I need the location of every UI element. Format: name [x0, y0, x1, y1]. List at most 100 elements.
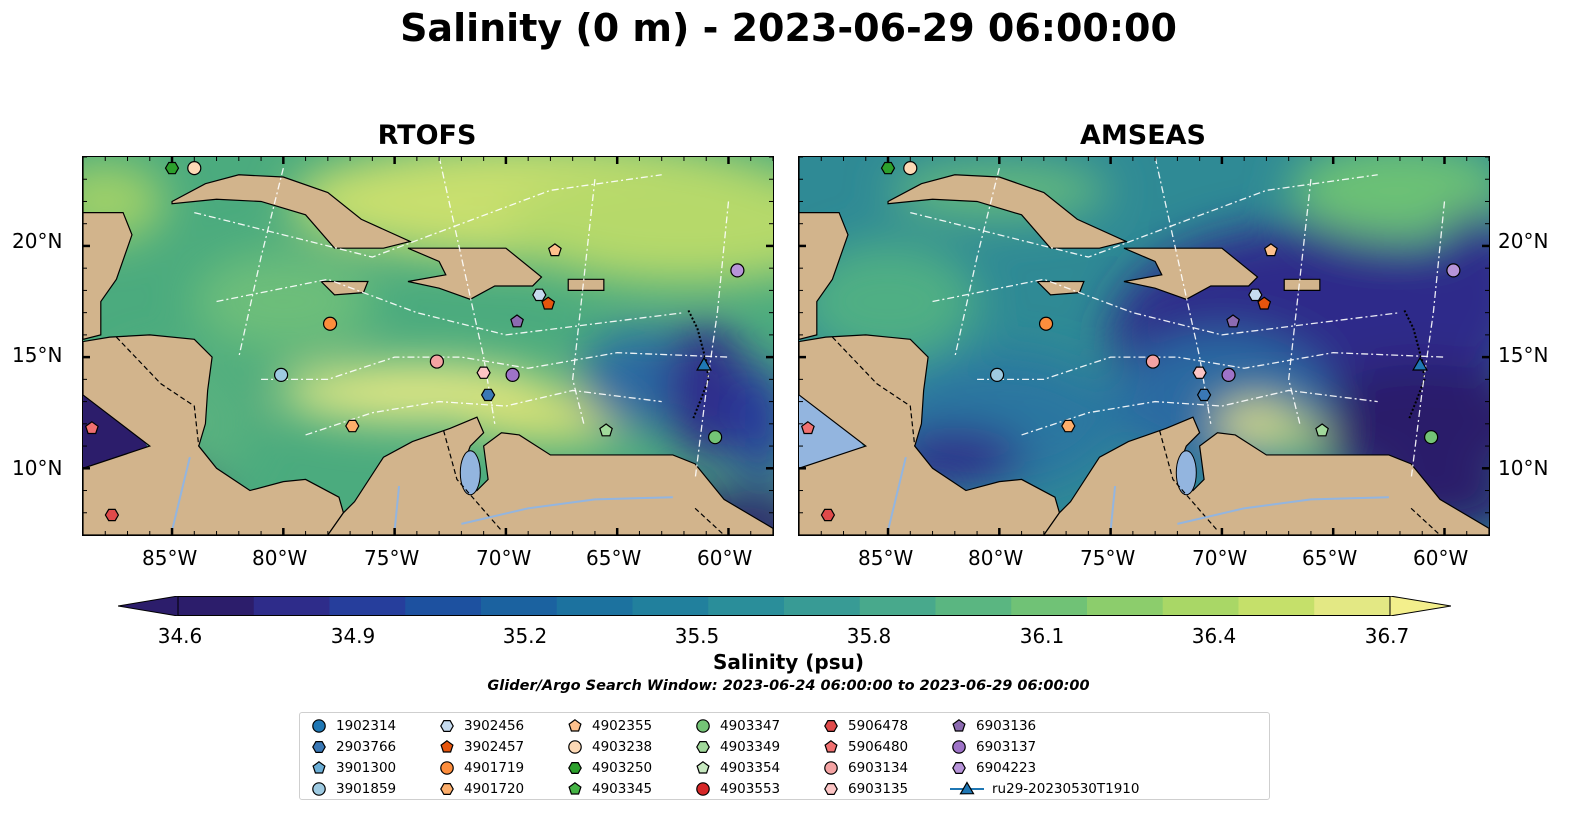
map-amseas [798, 156, 1490, 536]
colorbar-segment [556, 596, 633, 616]
legend-label: 3901859 [336, 781, 397, 797]
legend-marker [568, 740, 582, 754]
float-marker [1412, 356, 1428, 371]
legend-label: 5906478 [848, 718, 909, 734]
float-marker [989, 367, 1005, 383]
legend-marker [696, 782, 710, 796]
float-marker [1221, 367, 1236, 383]
colorbar-segment [1162, 596, 1239, 616]
legend-label: 4903345 [592, 781, 653, 797]
colorbar-segment [1087, 596, 1164, 616]
colorbar-segment [1011, 596, 1088, 616]
float-marker [1446, 263, 1461, 278]
pentagon-marker-icon [312, 761, 326, 774]
float-marker [820, 508, 836, 522]
legend-item: 2903766 [310, 737, 396, 757]
panel-title-amseas: AMSEAS [1080, 120, 1206, 151]
float-marker [1192, 366, 1207, 379]
colorbar-segment [253, 596, 330, 616]
lon-label-65w-right: 65°W [1302, 546, 1358, 570]
colorbar-segment [784, 596, 861, 616]
float-marker [1226, 314, 1240, 328]
lon-label-70w-right: 70°W [1192, 546, 1248, 570]
hexagon-marker-icon [824, 719, 838, 732]
landmass [799, 334, 1061, 535]
lat-label-20n-right: 20°N [1498, 229, 1549, 253]
lon-label-80w-left: 80°W [252, 546, 308, 570]
float-marker [345, 419, 360, 433]
float-marker [273, 367, 289, 383]
search-window-text: Glider/Argo Search Window: 2023-06-24 06… [487, 678, 1090, 694]
float-marker [1248, 288, 1263, 302]
float-marker [84, 421, 99, 435]
lake-maracaibo [459, 450, 481, 496]
float-marker [1257, 296, 1272, 310]
legend-marker [696, 719, 710, 733]
legend-marker [312, 719, 326, 733]
legend-item: 6903136 [950, 716, 1036, 736]
figure-title: Salinity (0 m) - 2023-06-29 06:00:00 [400, 6, 1177, 50]
landmass [83, 334, 345, 535]
colorbar-segment [1314, 596, 1391, 616]
legend-marker [952, 761, 966, 774]
float-marker [541, 296, 556, 310]
legend-label: 4903354 [720, 760, 781, 776]
circle-marker-icon [312, 782, 326, 796]
panel-title-rtofs: RTOFS [377, 120, 477, 151]
circle-marker-icon [568, 740, 582, 754]
legend-label: 6904223 [976, 760, 1037, 776]
legend-item: 1902314 [310, 716, 396, 736]
legend-marker [440, 782, 454, 795]
colorbar-tick: 35.8 [846, 624, 892, 648]
legend-item: 4902355 [566, 716, 652, 736]
legend-label: 2903766 [336, 739, 397, 755]
lon-label-85w-right: 85°W [858, 546, 914, 570]
legend-marker [952, 740, 966, 754]
colorbar-segment [859, 596, 936, 616]
pentagon-marker-icon [952, 719, 966, 732]
legend-label: 4903238 [592, 739, 653, 755]
float-marker [1424, 430, 1439, 445]
colorbar-segment [935, 596, 1012, 616]
legend-item: 5906478 [822, 716, 908, 736]
legend-label: 4903347 [720, 718, 781, 734]
lat-label-20n-left: 20°N [12, 229, 63, 253]
lon-label-65w-left: 65°W [586, 546, 642, 570]
legend-label: 3901300 [336, 760, 397, 776]
legend-label: 3902456 [464, 718, 525, 734]
lon-label-80w-right: 80°W [968, 546, 1024, 570]
landmass [799, 157, 849, 340]
lat-label-15n-left: 15°N [12, 343, 63, 367]
circle-marker-icon [696, 782, 710, 796]
float-marker [730, 263, 745, 278]
float-marker [187, 161, 202, 176]
float-marker [903, 161, 918, 176]
legend-label: 6903135 [848, 781, 909, 797]
pentagon-marker-icon [568, 719, 582, 732]
legend-item: 6903137 [950, 737, 1036, 757]
legend-item: 3902456 [438, 716, 524, 736]
legend-marker [312, 782, 326, 796]
float-marker [322, 316, 338, 331]
float-marker [1038, 316, 1054, 331]
lon-label-70w-left: 70°W [476, 546, 532, 570]
triangle-marker-icon [950, 781, 984, 795]
colorbar-low-extend [118, 596, 179, 616]
legend-item: 4903238 [566, 737, 652, 757]
legend-item: 3901859 [310, 779, 396, 799]
legend-marker [440, 719, 454, 732]
legend-marker [824, 719, 838, 732]
lon-label-75w-right: 75°W [1080, 546, 1136, 570]
legend-label: 1902314 [336, 718, 397, 734]
float-marker [164, 161, 180, 175]
colorbar-tick: 34.6 [157, 624, 203, 648]
legend-marker [824, 740, 838, 753]
pentagon-marker-icon [440, 740, 454, 753]
float-marker [480, 388, 496, 402]
circle-marker-icon [696, 719, 710, 733]
hexagon-marker-icon [824, 782, 838, 795]
colorbar-segment [405, 596, 482, 616]
legend-item: 4903354 [694, 758, 780, 778]
legend-label: ru29-20230530T1910 [992, 781, 1140, 797]
lon-label-75w-left: 75°W [364, 546, 420, 570]
